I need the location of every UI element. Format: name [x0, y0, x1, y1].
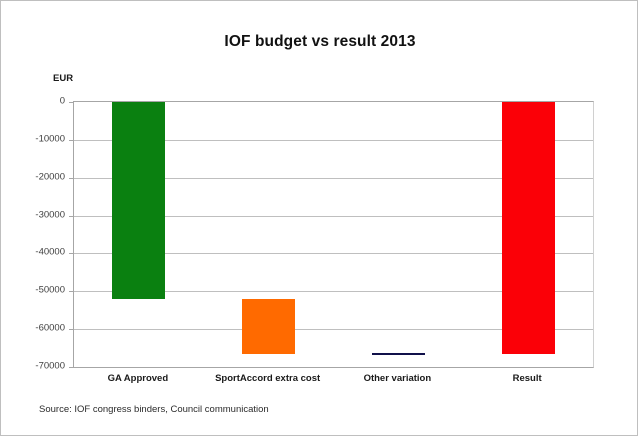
y-axis-tick	[69, 177, 74, 179]
gridline	[74, 139, 593, 141]
y-axis-tick	[69, 291, 74, 293]
y-axis-tick	[69, 367, 74, 368]
y-axis-tick-label: 0	[59, 95, 65, 107]
x-axis-tick-label: Other variation	[363, 373, 432, 384]
y-axis-tick-label: -10000	[35, 133, 65, 145]
bar-ga-approved	[112, 102, 166, 299]
gridline	[74, 291, 593, 293]
y-axis-tick-labels: 0 -10000 -20000 -30000 -40000 -50000 -60000 -70…	[1, 96, 65, 372]
gridline	[74, 215, 593, 217]
y-axis-tick-label: -20000	[35, 171, 65, 183]
y-axis-tick-label: -50000	[35, 284, 65, 296]
y-axis-tick	[69, 253, 74, 255]
y-axis-tick-label: -70000	[35, 360, 65, 372]
bar-sportaccord-extra-cost	[242, 298, 296, 354]
y-axis-tick	[69, 139, 74, 141]
chart-title: IOF budget vs result 2013	[224, 33, 416, 50]
y-axis-tick	[69, 215, 74, 217]
gridline	[74, 329, 593, 331]
x-axis-tick-label: SportAccord extra cost	[215, 373, 321, 384]
y-axis-tick-label: -60000	[35, 322, 65, 334]
y-axis-tick-label: -40000	[35, 246, 65, 258]
bar-other-variation	[371, 352, 425, 355]
x-axis-tick-label: GA Approved	[107, 373, 169, 384]
y-axis-tick-label: -30000	[35, 209, 65, 221]
source-note: Source: IOF congress binders, Council co…	[39, 404, 269, 415]
y-axis-tick	[69, 329, 74, 331]
y-axis-unit-label: EUR	[53, 73, 74, 84]
gridline	[74, 253, 593, 255]
plot-area	[69, 101, 594, 368]
y-axis-tick	[69, 102, 74, 103]
x-axis-tick-label: Result	[512, 373, 542, 384]
bar-result	[501, 102, 555, 354]
gridline	[74, 177, 593, 179]
